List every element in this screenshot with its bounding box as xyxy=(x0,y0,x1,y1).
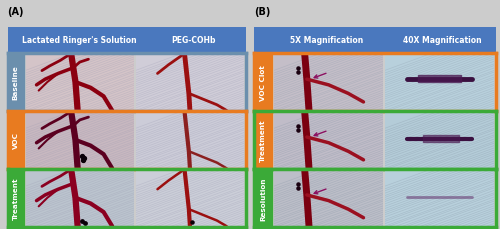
Text: PEG-COHb: PEG-COHb xyxy=(172,36,216,45)
Point xyxy=(81,221,89,225)
Text: VOC Clot: VOC Clot xyxy=(260,65,266,101)
Text: Resolution: Resolution xyxy=(260,176,266,220)
Point xyxy=(79,159,87,163)
Point xyxy=(188,220,196,224)
Text: 5X Magnification: 5X Magnification xyxy=(290,36,363,45)
Point xyxy=(294,124,302,128)
Point xyxy=(78,154,86,158)
Text: Treatment: Treatment xyxy=(260,119,266,161)
Text: (A): (A) xyxy=(8,7,24,17)
Point xyxy=(294,71,302,74)
Text: (B): (B) xyxy=(254,7,270,17)
Point xyxy=(294,67,302,70)
Point xyxy=(294,128,302,132)
Point xyxy=(80,157,88,160)
Text: 40X Magnification: 40X Magnification xyxy=(404,36,482,45)
Text: Baseline: Baseline xyxy=(12,65,18,100)
Text: Treatment: Treatment xyxy=(12,177,18,219)
Point xyxy=(294,186,302,190)
Point xyxy=(78,219,86,222)
Text: VOC: VOC xyxy=(12,132,18,149)
Point xyxy=(294,182,302,185)
Text: Lactated Ringer's Solution: Lactated Ringer's Solution xyxy=(22,36,136,45)
